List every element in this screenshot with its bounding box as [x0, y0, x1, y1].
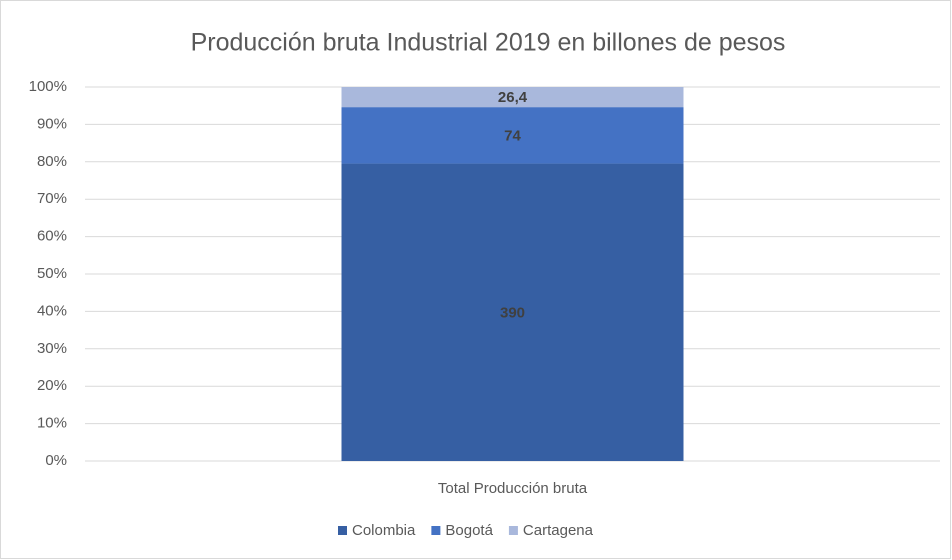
- y-tick-label: 60%: [37, 228, 67, 245]
- y-tick-label: 10%: [37, 415, 67, 432]
- legend-label: Colombia: [352, 522, 416, 539]
- y-tick-label: 20%: [37, 377, 67, 394]
- y-tick-label: 0%: [45, 452, 67, 469]
- y-tick-label: 100%: [29, 78, 67, 95]
- legend-swatch: [431, 526, 441, 535]
- y-tick-label: 40%: [37, 302, 67, 319]
- y-tick-label: 50%: [37, 265, 67, 282]
- y-tick-label: 90%: [37, 115, 67, 132]
- legend-label: Bogotá: [445, 522, 493, 539]
- legend-label: Cartagena: [523, 522, 594, 539]
- legend-swatch: [508, 526, 518, 535]
- y-tick-label: 80%: [37, 153, 67, 170]
- bar-segment: [341, 87, 684, 108]
- y-tick-label: 70%: [37, 190, 67, 207]
- y-tick-label: 30%: [37, 340, 67, 357]
- data-label: 390: [500, 304, 525, 321]
- legend-swatch: [338, 526, 347, 535]
- data-label: 26,4: [498, 89, 528, 106]
- chart-title: Producción bruta Industrial 2019 en bill…: [191, 29, 786, 57]
- bar-segment: [341, 163, 684, 461]
- x-tick-label: Total Producción bruta: [438, 480, 588, 497]
- data-label: 74: [504, 127, 521, 144]
- bar-segment: [341, 107, 684, 164]
